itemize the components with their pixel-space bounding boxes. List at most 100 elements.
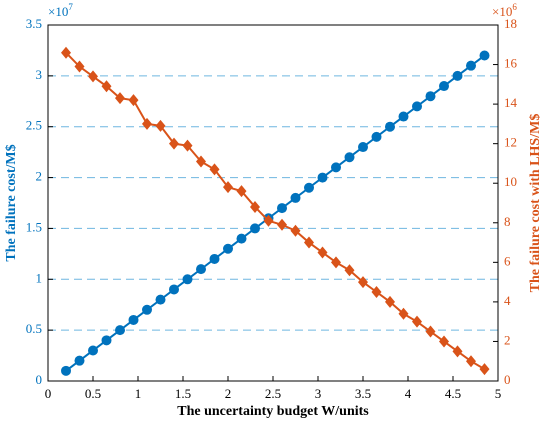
- marker: [479, 363, 490, 376]
- y2-tick-label: 4: [504, 293, 511, 308]
- y-tick-label: 1.5: [26, 219, 42, 234]
- marker: [196, 264, 206, 275]
- marker: [466, 355, 476, 368]
- multiplier-exp: 6: [512, 2, 517, 12]
- marker: [169, 137, 179, 150]
- marker: [263, 214, 274, 227]
- marker: [479, 50, 490, 61]
- marker: [169, 284, 179, 295]
- marker: [277, 203, 287, 214]
- marker: [196, 155, 206, 168]
- y2-tick-label: 10: [504, 174, 517, 189]
- y-tick-label: 3: [36, 67, 43, 82]
- x-tick-label: 4: [405, 386, 412, 401]
- y-tick-label: 2.5: [26, 118, 42, 133]
- marker: [209, 253, 220, 264]
- y2-axis-label: The failure cost with LHS/M$: [528, 114, 543, 293]
- marker: [425, 91, 436, 102]
- marker: [115, 325, 125, 336]
- marker: [101, 335, 112, 346]
- marker: [398, 307, 409, 320]
- marker: [398, 111, 409, 122]
- marker: [358, 142, 368, 153]
- y2-tick-label: 18: [504, 16, 517, 31]
- y-tick-label: 2: [36, 169, 43, 184]
- multiplier-exp: 7: [68, 2, 73, 12]
- y-tick-label: 0.5: [26, 321, 42, 336]
- y-tick-label: 0: [36, 372, 43, 387]
- x-tick-label: 1.5: [175, 386, 191, 401]
- x-tick-label: 2.5: [265, 386, 281, 401]
- marker: [466, 60, 476, 71]
- y2-tick-label: 16: [504, 56, 518, 71]
- marker: [385, 295, 395, 308]
- x-axis-label: The uncertainty budget W/units: [177, 404, 369, 419]
- marker: [74, 355, 85, 366]
- marker: [344, 152, 355, 163]
- y-multiplier: ×107: [48, 2, 73, 19]
- marker: [223, 181, 233, 194]
- marker: [209, 163, 220, 176]
- marker: [236, 233, 247, 244]
- marker: [236, 185, 247, 198]
- marker: [331, 256, 341, 269]
- y2-tick-label: 8: [504, 214, 511, 229]
- x-tick-label: 4.5: [445, 386, 461, 401]
- y2-multiplier: ×106: [492, 2, 517, 19]
- y2-tick-label: 14: [504, 95, 518, 110]
- x-tick-label: 2: [225, 386, 232, 401]
- y2-tick-label: 2: [504, 332, 511, 347]
- marker: [88, 345, 98, 356]
- marker: [452, 345, 463, 358]
- marker: [425, 325, 436, 338]
- x-tick-label: 5: [495, 386, 502, 401]
- marker: [128, 314, 139, 325]
- marker: [115, 92, 125, 105]
- marker: [452, 70, 463, 81]
- marker: [290, 192, 301, 203]
- marker: [61, 46, 71, 59]
- y2-tick-label: 6: [504, 253, 511, 268]
- marker: [304, 182, 314, 193]
- marker: [358, 276, 368, 289]
- marker: [317, 172, 328, 183]
- marker: [412, 315, 422, 328]
- marker: [223, 243, 233, 254]
- marker: [439, 81, 449, 92]
- marker: [142, 117, 152, 130]
- marker: [155, 119, 166, 132]
- marker: [101, 80, 112, 93]
- marker: [74, 60, 85, 73]
- marker: [304, 236, 314, 249]
- marker: [385, 121, 395, 132]
- marker: [439, 335, 449, 348]
- marker: [61, 365, 71, 376]
- marker: [128, 94, 139, 107]
- y-tick-label: 1: [36, 270, 43, 285]
- marker: [290, 224, 301, 237]
- marker: [142, 304, 152, 315]
- marker: [277, 218, 287, 231]
- x-tick-label: 0: [45, 386, 52, 401]
- marker: [412, 101, 422, 112]
- multiplier-base: ×10: [492, 4, 512, 19]
- x-tick-label: 3: [315, 386, 322, 401]
- marker: [182, 139, 193, 152]
- marker: [371, 286, 382, 298]
- marker: [155, 294, 166, 305]
- marker: [250, 200, 260, 213]
- x-tick-label: 3.5: [355, 386, 371, 401]
- y2-tick-label: 12: [504, 135, 517, 150]
- x-tick-label: 0.5: [85, 386, 101, 401]
- y2-tick-label: 0: [504, 372, 511, 387]
- marker: [88, 70, 98, 83]
- marker: [182, 274, 193, 285]
- y-axis-label: The failure cost/M$: [4, 144, 19, 261]
- marker: [331, 162, 341, 173]
- marker: [250, 223, 260, 234]
- multiplier-base: ×10: [48, 4, 68, 19]
- marker: [371, 131, 382, 142]
- x-tick-label: 1: [135, 386, 142, 401]
- marker: [344, 264, 355, 277]
